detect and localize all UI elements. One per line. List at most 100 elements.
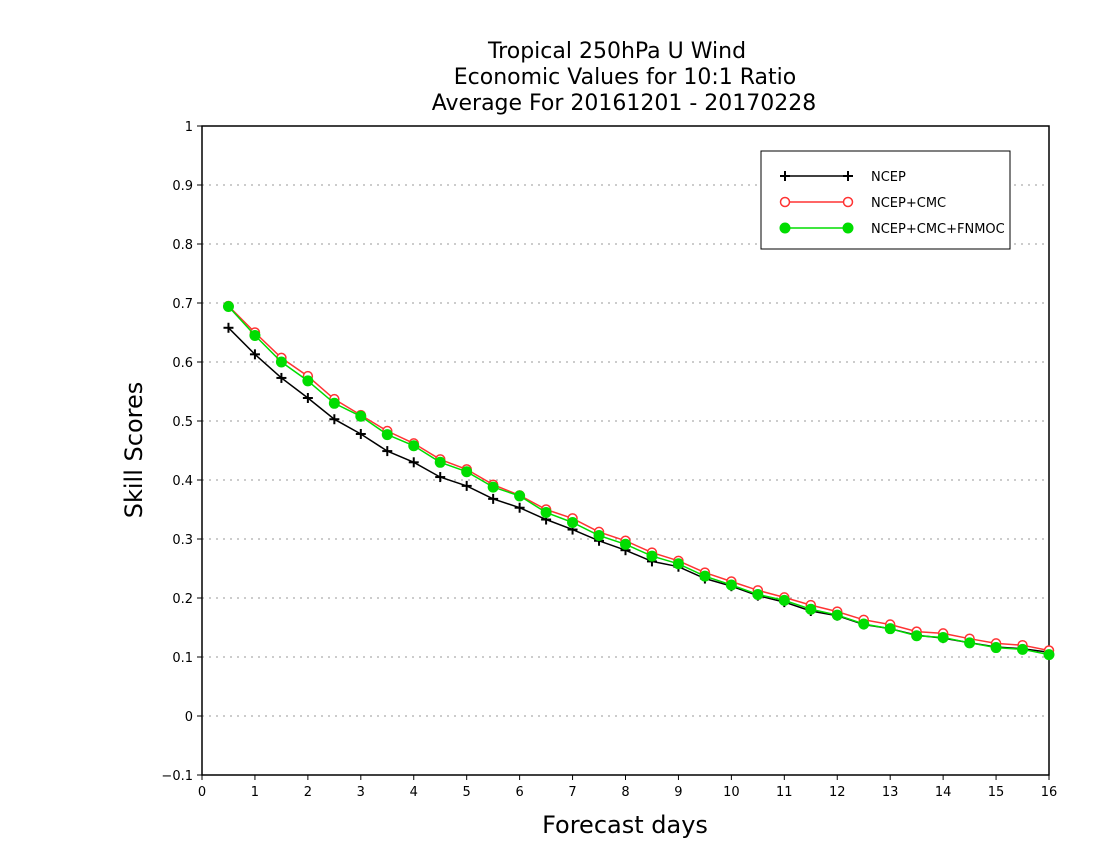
chart-title-line-1: Tropical 250hPa U Wind xyxy=(487,39,746,64)
data-point-ncep-cmc-fnmoc xyxy=(964,637,976,649)
data-point-ncep xyxy=(435,472,446,483)
legend-marker xyxy=(842,222,854,234)
legend-item-ncep-cmc-fnmoc: NCEP+CMC+FNMOC xyxy=(779,222,1005,237)
data-point-ncep xyxy=(408,457,419,468)
data-point-ncep-cmc-fnmoc xyxy=(699,570,711,582)
series-line-ncep xyxy=(227,327,1050,654)
x-tick-label: 9 xyxy=(674,785,682,800)
legend: NCEP NCEP+CMC NCEP+CMC+FNMOC xyxy=(760,150,1011,250)
data-point-ncep xyxy=(302,392,313,403)
data-point-ncep xyxy=(329,414,340,425)
legend-item-ncep: NCEP xyxy=(780,170,906,185)
x-tick-label: 3 xyxy=(357,785,365,800)
data-point-ncep-cmc-fnmoc xyxy=(302,375,314,387)
series-line-ncep-cmc-fnmoc xyxy=(227,305,1050,656)
y-axis-label: Skill Scores xyxy=(120,382,148,519)
data-point-ncep-cmc-fnmoc xyxy=(884,623,896,635)
data-point-ncep-cmc-fnmoc xyxy=(567,516,579,528)
data-point-ncep-cmc-fnmoc xyxy=(328,397,340,409)
data-point-ncep-cmc-fnmoc xyxy=(434,456,446,468)
data-point-ncep-cmc-fnmoc xyxy=(672,558,684,570)
data-point-ncep-cmc-fnmoc xyxy=(461,466,473,478)
data-point-ncep-cmc-fnmoc xyxy=(805,603,817,615)
data-point-ncep-cmc-fnmoc xyxy=(381,429,393,441)
legend-label: NCEP xyxy=(871,170,906,185)
data-point-ncep-cmc-fnmoc xyxy=(752,588,764,600)
x-tick-label: 12 xyxy=(829,785,846,800)
legend-marker xyxy=(780,171,790,181)
y-tick-label: 0.8 xyxy=(172,238,193,253)
data-point-ncep-cmc-fnmoc xyxy=(858,618,870,630)
x-tick-label: 0 xyxy=(198,785,206,800)
data-point-ncep-cmc-fnmoc xyxy=(408,440,420,452)
x-tick-label: 8 xyxy=(621,785,629,800)
data-point-ncep xyxy=(514,502,525,513)
data-point-ncep-cmc-fnmoc xyxy=(249,329,261,341)
data-point-ncep-cmc-fnmoc xyxy=(1017,643,1029,655)
chart-title-line-3: Average For 20161201 - 20170228 xyxy=(432,91,817,116)
data-point-ncep-cmc-fnmoc xyxy=(620,538,631,550)
data-point-ncep-cmc-fnmoc xyxy=(222,301,234,313)
data-point-ncep-cmc-fnmoc xyxy=(831,609,843,621)
legend-marker xyxy=(779,222,791,234)
data-point-ncep-cmc-fnmoc xyxy=(514,490,526,502)
grid-lines xyxy=(202,184,1049,717)
y-tick-label: 0.6 xyxy=(172,356,193,371)
series-ncep-cmc-fnmoc xyxy=(222,301,1055,661)
data-point-ncep-cmc-fnmoc xyxy=(355,410,367,422)
data-point-ncep-cmc-fnmoc xyxy=(937,632,949,644)
legend-marker xyxy=(843,171,853,181)
legend-marker xyxy=(842,196,854,208)
data-point-ncep-cmc-fnmoc xyxy=(275,356,287,368)
y-tick-label: 0.4 xyxy=(172,474,193,489)
y-tick-label: 0.7 xyxy=(172,297,193,312)
y-tick-label: 0.5 xyxy=(172,415,193,430)
series-line-ncep-cmc xyxy=(227,305,1050,652)
data-point-ncep xyxy=(382,446,393,457)
data-point-ncep-cmc-fnmoc xyxy=(487,481,499,493)
x-tick-label: 4 xyxy=(410,785,418,800)
data-point-ncep xyxy=(249,349,260,360)
data-point-ncep-cmc-fnmoc xyxy=(725,579,737,591)
series-layer xyxy=(222,300,1055,661)
x-tick-label: 7 xyxy=(568,785,576,800)
x-tick-label: 6 xyxy=(515,785,523,800)
data-point-ncep xyxy=(488,493,499,504)
x-tick-label: 14 xyxy=(935,785,952,800)
data-point-ncep-cmc-fnmoc xyxy=(990,642,1002,654)
data-point-ncep-cmc-fnmoc xyxy=(911,630,923,642)
legend-box xyxy=(760,150,1011,250)
y-tick-label: 0.2 xyxy=(172,592,193,607)
chart-title: Tropical 250hPa U Wind Economic Values f… xyxy=(432,39,817,116)
x-tick-label: 11 xyxy=(776,785,793,800)
data-point-ncep xyxy=(223,322,234,333)
data-point-ncep xyxy=(461,480,472,491)
data-point-ncep-cmc-fnmoc xyxy=(778,594,790,606)
data-point-ncep xyxy=(355,428,366,439)
data-point-ncep-cmc-fnmoc xyxy=(540,506,552,518)
series-ncep xyxy=(223,322,1054,658)
data-point-ncep-cmc-fnmoc xyxy=(593,529,605,541)
y-tick-label: 0 xyxy=(185,710,193,725)
y-tick-label: 0.3 xyxy=(172,533,193,548)
x-tick-label: 1 xyxy=(251,785,259,800)
x-axis-label: Forecast days xyxy=(542,811,708,839)
x-tick-label: 16 xyxy=(1041,785,1058,800)
data-point-ncep xyxy=(276,372,287,383)
y-tick-label: 0.9 xyxy=(172,179,193,194)
x-tick-label: 2 xyxy=(304,785,312,800)
x-tick-label: 10 xyxy=(723,785,740,800)
y-tick-label: −0.1 xyxy=(161,769,193,784)
data-point-ncep-cmc-fnmoc xyxy=(1043,649,1055,661)
axis-ticks: −0.100.10.20.30.40.50.60.70.80.910 1 2 3 4 5 6… xyxy=(161,120,1057,800)
x-tick-label: 15 xyxy=(988,785,1005,800)
x-tick-label: 5 xyxy=(463,785,471,800)
legend-item-ncep-cmc: NCEP+CMC xyxy=(779,196,946,211)
chart-title-line-2: Economic Values for 10:1 Ratio xyxy=(454,65,796,90)
legend-label: NCEP+CMC xyxy=(871,196,946,211)
series-ncep-cmc xyxy=(223,300,1055,656)
legend-label: NCEP+CMC+FNMOC xyxy=(871,222,1005,237)
x-tick-label: 13 xyxy=(882,785,899,800)
y-tick-label: 0.1 xyxy=(172,651,193,666)
